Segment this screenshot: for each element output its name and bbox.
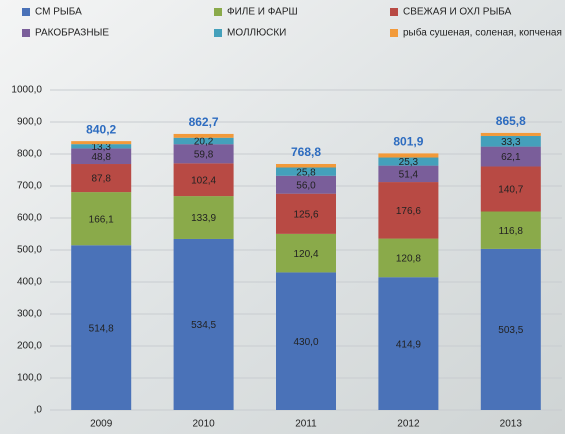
legend-swatch bbox=[390, 8, 398, 16]
bar-segment bbox=[174, 134, 234, 138]
data-label: 133,9 bbox=[191, 213, 216, 224]
y-tick-label: 700,0 bbox=[17, 181, 42, 192]
data-label: 140,7 bbox=[498, 185, 523, 196]
y-tick-label: 400,0 bbox=[17, 277, 42, 288]
data-label: 166,1 bbox=[89, 214, 114, 225]
data-label: 59,8 bbox=[194, 149, 214, 160]
data-label: 503,5 bbox=[498, 325, 523, 336]
total-label: 768,8 bbox=[291, 145, 321, 159]
legend-swatch bbox=[22, 8, 30, 16]
y-tick-label: 500,0 bbox=[17, 245, 42, 256]
data-label: 102,4 bbox=[191, 175, 216, 186]
bar-segment bbox=[276, 164, 336, 168]
legend-swatch bbox=[214, 8, 222, 16]
legend-label: РАКОБРАЗНЫЕ bbox=[35, 28, 109, 39]
y-tick-label: 800,0 bbox=[17, 149, 42, 160]
data-label: 48,8 bbox=[91, 152, 111, 163]
total-label: 801,9 bbox=[393, 135, 423, 149]
total-label: 862,7 bbox=[189, 115, 219, 129]
legend-label: МОЛЛЮСКИ bbox=[227, 28, 286, 39]
bar-segment bbox=[378, 153, 438, 157]
data-label: 120,8 bbox=[396, 254, 421, 265]
data-label: 116,8 bbox=[499, 226, 524, 237]
y-tick-label: 1000,0 bbox=[11, 85, 42, 96]
y-tick-label: 300,0 bbox=[17, 309, 42, 320]
data-label: 414,9 bbox=[396, 339, 421, 350]
data-label: 51,4 bbox=[399, 169, 419, 180]
x-tick-label: 2009 bbox=[90, 419, 113, 430]
legend-label: СВЕЖАЯ И ОХЛ РЫБА bbox=[403, 7, 512, 18]
x-tick-label: 2012 bbox=[397, 419, 420, 430]
data-label: 25,3 bbox=[399, 157, 419, 168]
data-label: 176,6 bbox=[396, 206, 421, 217]
bar-segment bbox=[71, 141, 131, 144]
y-tick-label: 900,0 bbox=[17, 117, 42, 128]
legend-swatch bbox=[390, 29, 398, 37]
total-label: 865,8 bbox=[496, 114, 526, 128]
y-tick-label: ,0 bbox=[34, 405, 43, 416]
data-label: 20,2 bbox=[194, 137, 214, 148]
y-tick-label: 600,0 bbox=[17, 213, 42, 224]
data-label: 430,0 bbox=[293, 337, 318, 348]
data-label: 87,8 bbox=[91, 174, 111, 185]
x-tick-label: 2010 bbox=[192, 419, 215, 430]
chart: СМ РЫБА ФИЛЕ И ФАРШ СВЕЖАЯ И ОХЛ РЫБА РАКОБ… bbox=[0, 0, 565, 434]
y-tick-label: 100,0 bbox=[17, 373, 42, 384]
data-label: 120,4 bbox=[293, 249, 318, 260]
data-label: 125,6 bbox=[293, 209, 318, 220]
legend-swatch bbox=[22, 29, 30, 37]
legend-label: рыба сушеная, соленая, копченая bbox=[403, 27, 562, 39]
data-label: 514,8 bbox=[89, 323, 114, 334]
legend-swatch bbox=[214, 29, 222, 37]
data-label: 534,5 bbox=[191, 320, 216, 331]
bar-segment bbox=[481, 133, 541, 136]
data-label: 56,0 bbox=[296, 180, 316, 191]
legend-label: ФИЛЕ И ФАРШ bbox=[227, 7, 298, 18]
legend-label: СМ РЫБА bbox=[35, 7, 82, 18]
y-tick-label: 200,0 bbox=[17, 341, 42, 352]
total-label: 840,2 bbox=[86, 122, 116, 136]
data-label: 62,1 bbox=[501, 152, 521, 163]
x-tick-label: 2013 bbox=[500, 419, 523, 430]
data-label: 33,3 bbox=[501, 137, 521, 148]
data-label: 25,8 bbox=[296, 167, 316, 178]
x-tick-label: 2011 bbox=[295, 419, 317, 430]
